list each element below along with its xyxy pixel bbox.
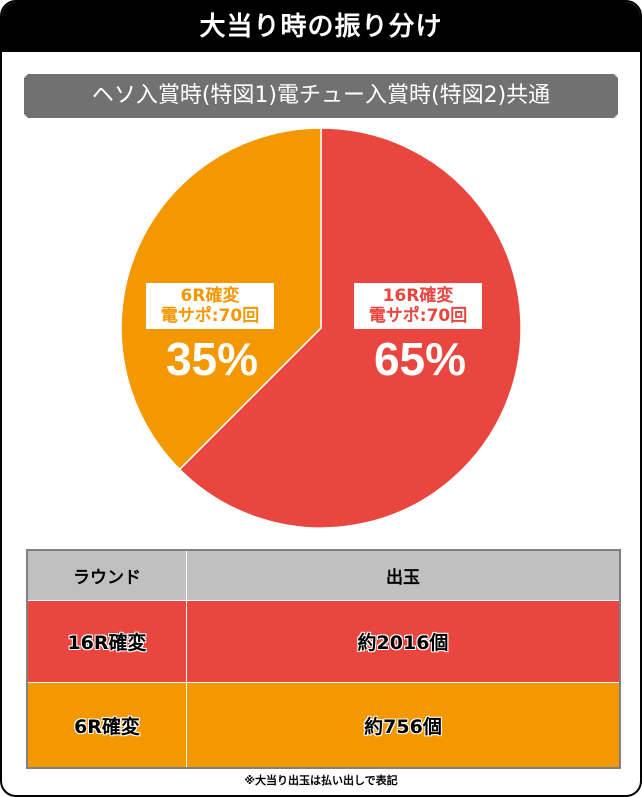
pie-slice-16r <box>178 127 522 529</box>
subtitle-banner: ヘソ入賞時(特図1)電チュー入賞時(特図2)共通 <box>24 74 618 118</box>
round-cell: 16R確変 <box>28 601 187 683</box>
round-cell: 6R確変 <box>28 683 187 767</box>
pie-percent-6r: 35% <box>165 333 259 385</box>
pie-label-16r: 16R確変 電サポ:70回 <box>354 283 482 329</box>
pie-label-16r-round: 16R確変 <box>382 286 454 306</box>
table-row: 16R確変 約2016個 <box>28 601 619 683</box>
pie-label-16r-support: 電サポ:70回 <box>368 306 468 326</box>
payout-cell: 約2016個 <box>187 601 619 683</box>
table-header-row: ラウンド 出玉 <box>28 551 619 601</box>
payout-table: ラウンド 出玉 16R確変 約2016個 6R確変 約756個 <box>26 549 621 769</box>
footnote: ※大当り出玉は払い出しで表記 <box>244 774 398 787</box>
pie-percent-16r: 65% <box>373 333 467 385</box>
column-header-round: ラウンド <box>28 551 187 601</box>
table-row: 6R確変 約756個 <box>28 683 619 767</box>
pie-label-6r-round: 6R確変 <box>180 286 240 306</box>
payout-cell: 約756個 <box>187 683 619 767</box>
column-header-payout: 出玉 <box>187 551 619 601</box>
pie-label-6r: 6R確変 電サポ:70回 <box>146 283 274 329</box>
page-title: 大当り時の振り分け <box>2 2 640 52</box>
pie-label-6r-support: 電サポ:70回 <box>160 306 260 326</box>
